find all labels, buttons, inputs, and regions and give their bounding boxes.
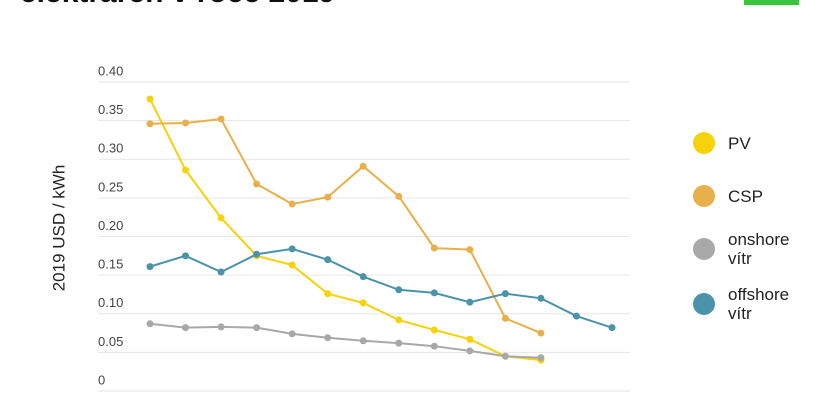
point [288, 261, 296, 269]
point [217, 214, 225, 222]
point [395, 316, 403, 324]
point [253, 324, 261, 332]
point [146, 263, 154, 271]
point [324, 290, 332, 298]
point [466, 298, 474, 306]
point [146, 320, 154, 328]
point [182, 324, 190, 332]
line [149, 98, 542, 362]
y-tick-label: 0.20 [98, 218, 123, 233]
y-tick-label: 0.15 [98, 257, 123, 272]
chart-title: elektráren v roce 2019 [20, 0, 335, 9]
line [149, 247, 613, 329]
y-axis-label: 2019 USD / kWh [49, 165, 68, 292]
legend-label: CSP [728, 186, 763, 206]
y-tick-label: 0.35 [98, 102, 123, 117]
legend-swatch [693, 132, 715, 154]
point [430, 244, 438, 252]
point [324, 193, 332, 201]
legend-swatch [693, 185, 715, 207]
point [466, 335, 474, 343]
legend-label: onshore vítr [728, 230, 790, 268]
y-tick-label: 0.40 [98, 63, 123, 78]
point [501, 352, 509, 360]
point [395, 339, 403, 347]
point [359, 299, 367, 307]
point [324, 334, 332, 342]
point [430, 342, 438, 350]
point [395, 192, 403, 200]
legend-item: offshore vítr [693, 284, 808, 324]
point [466, 347, 474, 355]
point [395, 286, 403, 294]
y-tick-label: 0.05 [98, 334, 123, 349]
y-tick-label: 0 [98, 372, 105, 387]
point [182, 166, 190, 174]
point [359, 162, 367, 170]
point [537, 354, 545, 362]
point [430, 326, 438, 334]
line [149, 118, 542, 334]
point [146, 120, 154, 128]
point [430, 289, 438, 297]
point [501, 314, 509, 322]
point [359, 337, 367, 345]
point [217, 268, 225, 276]
point [288, 245, 296, 253]
point [466, 246, 474, 254]
y-tick-label: 0.25 [98, 179, 123, 194]
point [537, 294, 545, 302]
y-tick-label: 0.30 [98, 141, 123, 156]
point [359, 273, 367, 281]
point [324, 256, 332, 264]
point [288, 330, 296, 338]
legend-swatch [693, 238, 715, 260]
point [537, 329, 545, 337]
button[interactable] [744, 0, 799, 5]
legend-item: PV [693, 123, 808, 163]
point [572, 312, 580, 320]
legend-item: CSP [693, 176, 808, 216]
point [182, 252, 190, 260]
legend-swatch [693, 293, 715, 315]
point [217, 323, 225, 331]
legend-item: onshore vítr [693, 229, 808, 269]
point [253, 180, 261, 188]
point [288, 200, 296, 208]
y-tick-label: 0.10 [98, 295, 123, 310]
point [608, 324, 616, 332]
point [182, 119, 190, 127]
point [217, 115, 225, 123]
point [146, 95, 154, 103]
line [149, 322, 541, 359]
point [253, 250, 261, 258]
legend-label: PV [728, 133, 751, 153]
point [501, 290, 509, 298]
legend-label: offshore vítr [728, 285, 790, 323]
